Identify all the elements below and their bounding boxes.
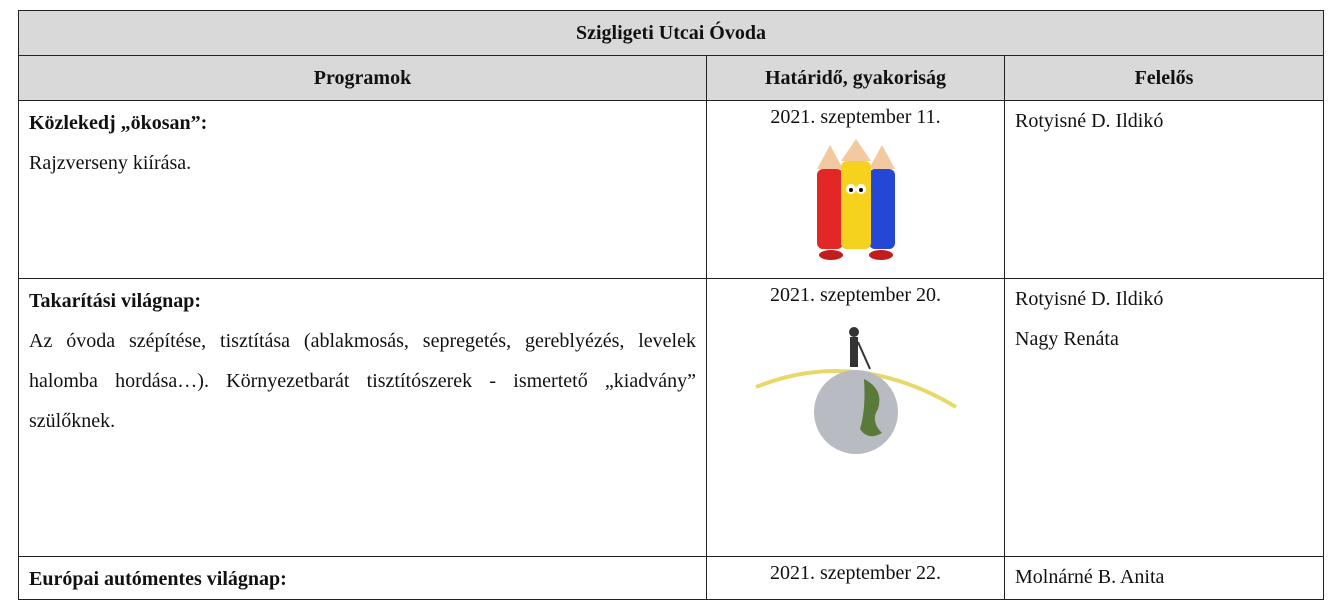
globe-image xyxy=(746,317,966,457)
crayons-image xyxy=(801,139,911,264)
column-header: Felelős xyxy=(1005,56,1324,101)
program-title: Takarítási világnap: xyxy=(29,281,696,321)
responsible: Rotyisné D. Ildikó xyxy=(1015,279,1313,319)
responsible: Rotyisné D. Ildikó xyxy=(1015,101,1313,141)
deadline: 2021. szeptember 11. xyxy=(717,101,994,133)
responsible: Molnárné B. Anita xyxy=(1015,557,1313,597)
deadline: 2021. szeptember 20. xyxy=(717,279,994,311)
page: Szigligeti Utcai Óvoda Programok Határid… xyxy=(0,0,1341,615)
program-table: Szigligeti Utcai Óvoda Programok Határid… xyxy=(18,10,1324,600)
program-title: Európai autómentes világnap: xyxy=(29,559,696,599)
program-text: Az óvoda szépítése, tisztítása (ablakmos… xyxy=(29,321,696,441)
program-text: Rajzverseny kiírása. xyxy=(29,143,696,183)
deadline: 2021. szeptember 22. xyxy=(717,557,994,589)
column-header: Programok xyxy=(19,56,707,101)
program-title: Közlekedj „ökosan”: xyxy=(29,103,696,143)
table-title: Szigligeti Utcai Óvoda xyxy=(19,11,1324,56)
responsible: Nagy Renáta xyxy=(1015,319,1313,359)
column-header: Határidő, gyakoriság xyxy=(707,56,1005,101)
